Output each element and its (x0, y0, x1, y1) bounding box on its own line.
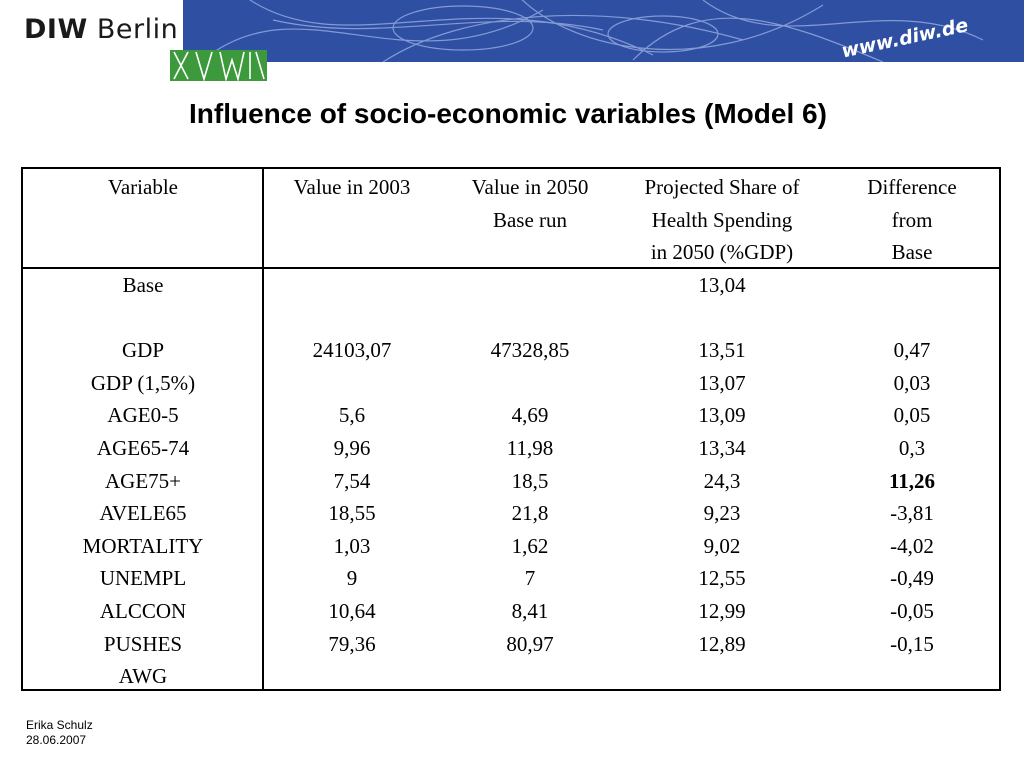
diw-berlin-logo: DIW Berlin (24, 14, 178, 45)
header-value-2003: Value in 2003 (264, 171, 440, 204)
table-cell-diff: 0,03 (893, 370, 931, 395)
table-column-divider (262, 167, 264, 691)
table-cell-share: 9,23 (703, 501, 741, 526)
header-value-2050: Value in 2050 Base run (440, 171, 620, 236)
table-cell-variable: ALCCON (99, 599, 187, 623)
header-projected-share: Projected Share of Health Spending in 20… (620, 171, 824, 269)
header-difference: Difference from Base (824, 171, 1000, 269)
table-cell-v2050: 4,69 (511, 403, 549, 428)
table-cell-diff: 0,05 (893, 403, 931, 428)
table-cell-v2003: 5,6 (338, 403, 366, 428)
table-cell-share: 13,04 (698, 273, 746, 297)
table-cell-v2050: 47328,85 (490, 338, 570, 363)
header-banner: www.diw.de (183, 0, 1024, 62)
footer: Erika Schulz 28.06.2007 (26, 718, 93, 748)
table-cell-share: 13,51 (698, 338, 746, 363)
table-cell-variable: UNEMPL (99, 566, 187, 591)
table-cell-diff: -0,15 (890, 631, 934, 656)
table-cell-v2050: 8,41 (511, 599, 549, 623)
logo-rest-text: Berlin (87, 14, 179, 45)
logo-bold-text: DIW (24, 14, 88, 45)
table-cell-variable: PUSHES (103, 631, 183, 656)
header-line: Health Spending (651, 207, 793, 232)
table-cell-variable: Base (122, 273, 164, 297)
footer-date: 28.06.2007 (26, 733, 87, 747)
table-cell-share: 12,55 (698, 566, 746, 591)
header-line: Value in 2003 (293, 175, 411, 199)
table-cell-variable: MORTALITY (82, 533, 204, 558)
table-cell-diff: 0,3 (898, 436, 926, 460)
table-cell-diff: -0,49 (890, 566, 934, 591)
table-cell-v2003: 10,64 (328, 599, 376, 623)
table-cell-v2003: 79,36 (328, 631, 376, 656)
table-cell-variable: AWG (118, 664, 168, 689)
table-cell-v2050: 21,8 (511, 501, 549, 526)
table-cell-diff: 0,47 (893, 338, 931, 363)
table-cell-variable: AGE75+ (104, 468, 181, 493)
header-line: Value in 2050 (471, 175, 589, 199)
logo-green-block (170, 50, 267, 81)
table-cell-v2003: 18,55 (328, 501, 376, 526)
table-cell-diff: -4,02 (890, 533, 934, 558)
table-cell-variable: GDP (1,5%) (90, 370, 196, 395)
header-line: Projected Share of (644, 175, 800, 199)
table-cell-v2003: 9,96 (333, 436, 371, 460)
table-cell-variable: GDP (121, 338, 164, 363)
table-cell-share: 9,02 (703, 533, 741, 558)
green-pattern (173, 51, 265, 81)
footer-author: Erika Schulz (26, 718, 93, 732)
table-cell-diff: -0,05 (890, 599, 934, 623)
header-line: from (891, 207, 933, 232)
table-cell-diff: 11,26 (888, 468, 936, 493)
table-cell-share: 13,07 (698, 370, 746, 395)
table-cell-v2050: 18,5 (511, 468, 549, 493)
table-cell-variable: AGE0-5 (107, 403, 179, 428)
header-variable: Variable (23, 171, 263, 204)
table-cell-v2050: 80,97 (506, 631, 554, 656)
header-line: Variable (108, 175, 178, 199)
table-cell-variable: AVELE65 (99, 501, 187, 526)
table-cell-v2003: 1,03 (333, 533, 371, 558)
table-cell-share: 13,09 (698, 403, 746, 428)
table-cell-v2003: 9 (346, 566, 358, 591)
table-cell-diff: -3,81 (890, 501, 934, 526)
slide-title: Influence of socio-economic variables (M… (189, 98, 827, 129)
table-cell-v2050: 11,98 (506, 436, 554, 460)
table-header-divider (21, 267, 1001, 269)
table-cell-v2050: 1,62 (511, 533, 549, 558)
table-cell-v2003: 7,54 (333, 468, 371, 493)
table-cell-share: 13,34 (698, 436, 746, 460)
table-cell-share: 12,99 (698, 599, 746, 623)
table-cell-v2050: 7 (524, 566, 536, 591)
header-line: Base (891, 240, 933, 264)
banner-swirl-pattern (202, 0, 984, 62)
header-line: Base run (492, 207, 568, 232)
table-cell-share: 12,89 (698, 631, 746, 656)
header-line: in 2050 (%GDP) (650, 240, 794, 264)
table-cell-v2003: 24103,07 (312, 338, 392, 363)
table-cell-variable: AGE65-74 (96, 436, 190, 460)
table-cell-share: 24,3 (703, 468, 741, 493)
header-line: Difference (867, 175, 957, 199)
results-table (21, 167, 1001, 691)
